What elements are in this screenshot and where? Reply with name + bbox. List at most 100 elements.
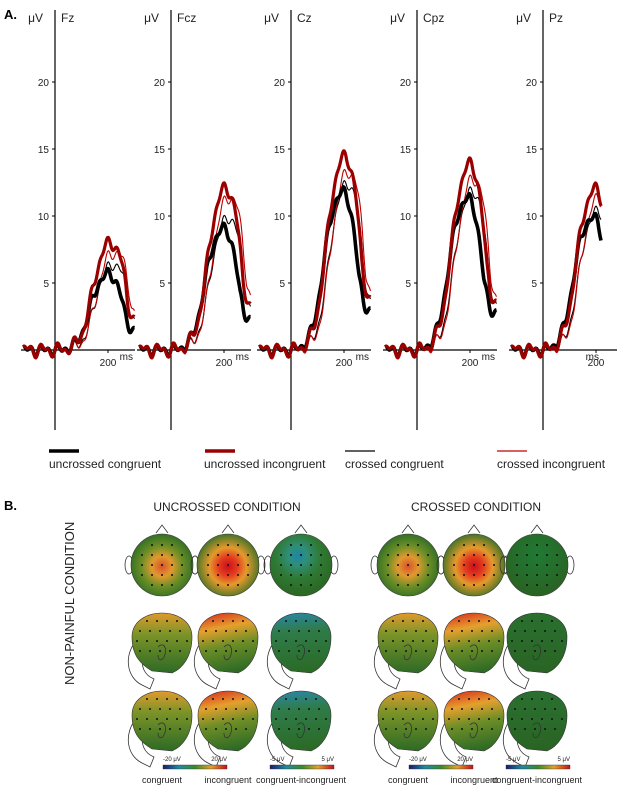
y-tick-label: 5	[43, 279, 49, 290]
y-tick-label: 20	[400, 78, 412, 89]
channel-label: Cz	[297, 11, 312, 25]
colorbar: -20 μV 20 μV	[162, 757, 228, 770]
channel-label: Fz	[61, 11, 74, 25]
y-unit-label: μV	[144, 11, 159, 25]
group-title-crossed: CROSSED CONDITION	[411, 500, 541, 514]
colorbar-max-label: 20 μV	[457, 757, 473, 763]
topomap-side-back-view	[194, 690, 259, 768]
topomap-top-view	[499, 524, 575, 597]
group-title-uncrossed: UNCROSSED CONDITION	[153, 500, 300, 514]
y-unit-label: μV	[390, 11, 405, 25]
topomap-column-uncrossed-incongruent	[190, 524, 266, 768]
x-tick-label: 200	[588, 358, 605, 369]
x-tick-label: 200	[216, 358, 233, 369]
legend-item-crossed-incongruent: crossed incongruent	[497, 450, 606, 471]
y-tick-label: 15	[154, 145, 166, 156]
topomap-side-view	[267, 612, 332, 690]
topomap-side-view	[194, 612, 259, 690]
y-tick-label: 20	[38, 78, 50, 89]
y-tick-label: 5	[405, 279, 411, 290]
topomap-top-view	[436, 524, 512, 597]
legend-label: crossed incongruent	[497, 457, 606, 471]
colorbar-min-label: -5 μV	[506, 757, 520, 763]
series-uncrossed-incongruent	[22, 235, 136, 360]
topomap-side-back-view	[374, 690, 439, 768]
y-tick-label: 20	[274, 78, 286, 89]
topomap-side-view	[128, 612, 193, 690]
colorbar-min-label: -20 μV	[409, 757, 427, 763]
topomap-side-back-view	[440, 690, 505, 768]
x-unit-label: ms	[120, 352, 133, 363]
x-tick-label: 200	[336, 358, 353, 369]
series-uncrossed-incongruent	[384, 156, 498, 360]
legend: uncrossed congruent uncrossed incongruent…	[49, 449, 606, 471]
y-tick-label: 5	[531, 279, 537, 290]
legend-item-uncrossed-incongruent: uncrossed incongruent	[204, 449, 326, 471]
y-unit-label: μV	[516, 11, 531, 25]
y-tick-label: 10	[274, 212, 286, 223]
topomap-column-crossed-congruent-incongruent	[499, 524, 575, 768]
topomap-side-back-view	[503, 690, 568, 768]
topomap-side-back-view	[128, 690, 193, 768]
colorbar-min-label: -20 μV	[163, 757, 181, 763]
legend-label: crossed congruent	[345, 457, 444, 471]
colorbar-max-label: 20 μV	[211, 757, 227, 763]
topography-maps	[124, 524, 575, 768]
topomap-column-uncrossed-congruent	[124, 524, 200, 768]
y-tick-label: 20	[154, 78, 166, 89]
y-tick-label: 10	[400, 212, 412, 223]
topomap-column-crossed-congruent	[370, 524, 446, 768]
column-label-incongruent: incongruent	[450, 775, 498, 785]
colorbar-max-label: 5 μV	[322, 757, 334, 763]
x-unit-label: ms	[586, 352, 599, 363]
legend-item-uncrossed-congruent: uncrossed congruent	[49, 449, 162, 471]
series-crossed-congruent	[510, 205, 602, 358]
x-unit-label: ms	[236, 352, 249, 363]
topomap-top-view	[370, 524, 446, 597]
colorbar-min-label: -5 μV	[270, 757, 284, 763]
y-tick-label: 15	[274, 145, 286, 156]
topomap-column-crossed-incongruent	[436, 524, 512, 768]
column-label-congruent: congruent	[142, 775, 183, 785]
y-tick-label: 10	[38, 212, 50, 223]
colorbar: -20 μV 20 μV	[408, 757, 474, 770]
topomap-top-view	[124, 524, 200, 597]
channel-label: Pz	[549, 11, 563, 25]
y-unit-label: μV	[264, 11, 279, 25]
column-label-congruent-incongruent: congruent-incongruent	[256, 775, 347, 785]
topomap-side-view	[440, 612, 505, 690]
panel-a-label: A.	[4, 7, 17, 22]
topomap-top-view	[263, 524, 339, 597]
colorbar: -5 μV 5 μV	[269, 757, 335, 770]
legend-label: uncrossed incongruent	[204, 457, 326, 471]
y-tick-label: 15	[38, 145, 50, 156]
y-tick-label: 10	[526, 212, 538, 223]
channel-label: Fcz	[177, 11, 196, 25]
series-uncrossed-incongruent	[510, 181, 603, 360]
series-crossed-congruent	[258, 180, 372, 358]
x-unit-label: ms	[356, 352, 369, 363]
y-tick-label: 20	[526, 78, 538, 89]
y-tick-label: 15	[400, 145, 412, 156]
series-uncrossed-incongruent	[138, 181, 252, 360]
y-tick-label: 10	[154, 212, 166, 223]
y-tick-label: 5	[279, 279, 285, 290]
row-label: NON-PAINFUL CONDITION	[62, 522, 77, 685]
legend-label: uncrossed congruent	[49, 457, 162, 471]
y-tick-label: 15	[526, 145, 538, 156]
colorbars: -20 μV 20 μV -5 μV 5 μV -20 μV 20 μV -5 μV 5 μV…	[142, 757, 583, 785]
panel-b-label: B.	[4, 498, 17, 513]
series-uncrossed-incongruent	[258, 149, 372, 360]
series-uncrossed-congruent	[510, 211, 603, 359]
topomap-top-view	[190, 524, 266, 597]
colorbar-max-label: 5 μV	[558, 757, 570, 763]
topomap-side-view	[374, 612, 439, 690]
series-crossed-incongruent	[510, 193, 602, 359]
column-label-congruent: congruent	[388, 775, 429, 785]
y-unit-label: μV	[28, 11, 43, 25]
